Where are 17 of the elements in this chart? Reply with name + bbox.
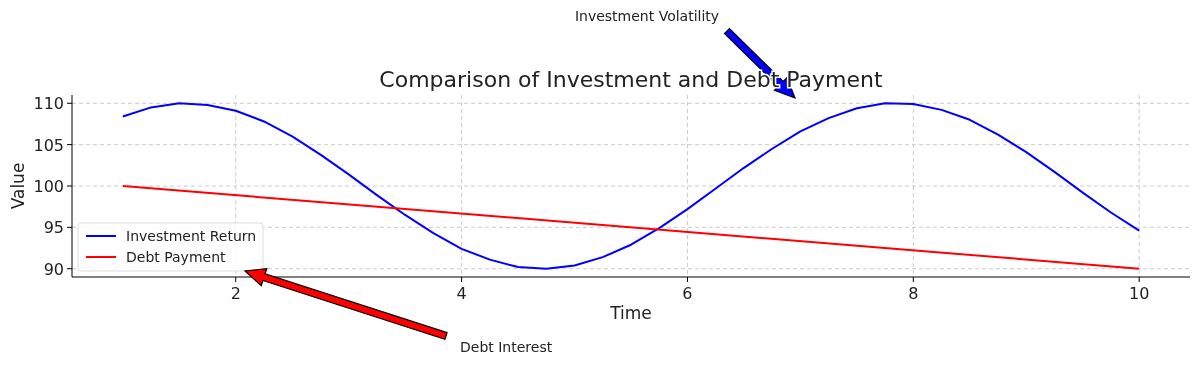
line-series xyxy=(121,102,1141,270)
y-tick-label: 110 xyxy=(33,94,64,114)
legend-label: Investment Return xyxy=(126,228,257,244)
y-axis-title: Value xyxy=(8,162,28,210)
x-tick-label: 4 xyxy=(456,284,467,303)
x-tick-label: 8 xyxy=(908,284,919,303)
text: Debt Interest xyxy=(460,339,553,355)
y-tick-label: 90 xyxy=(43,259,64,279)
y-tick-label: 95 xyxy=(43,218,64,238)
x-tick-label: 6 xyxy=(682,284,693,303)
text: Investment Volatility xyxy=(574,8,720,24)
x-tick-label: 2 xyxy=(230,284,241,303)
y-tick-label: 105 xyxy=(33,135,64,155)
x-tick-label: 10 xyxy=(1129,284,1150,303)
x-axis-title: Time xyxy=(609,303,652,323)
legend-label: Debt Payment xyxy=(126,249,227,265)
y-tick-label: 100 xyxy=(33,177,64,196)
